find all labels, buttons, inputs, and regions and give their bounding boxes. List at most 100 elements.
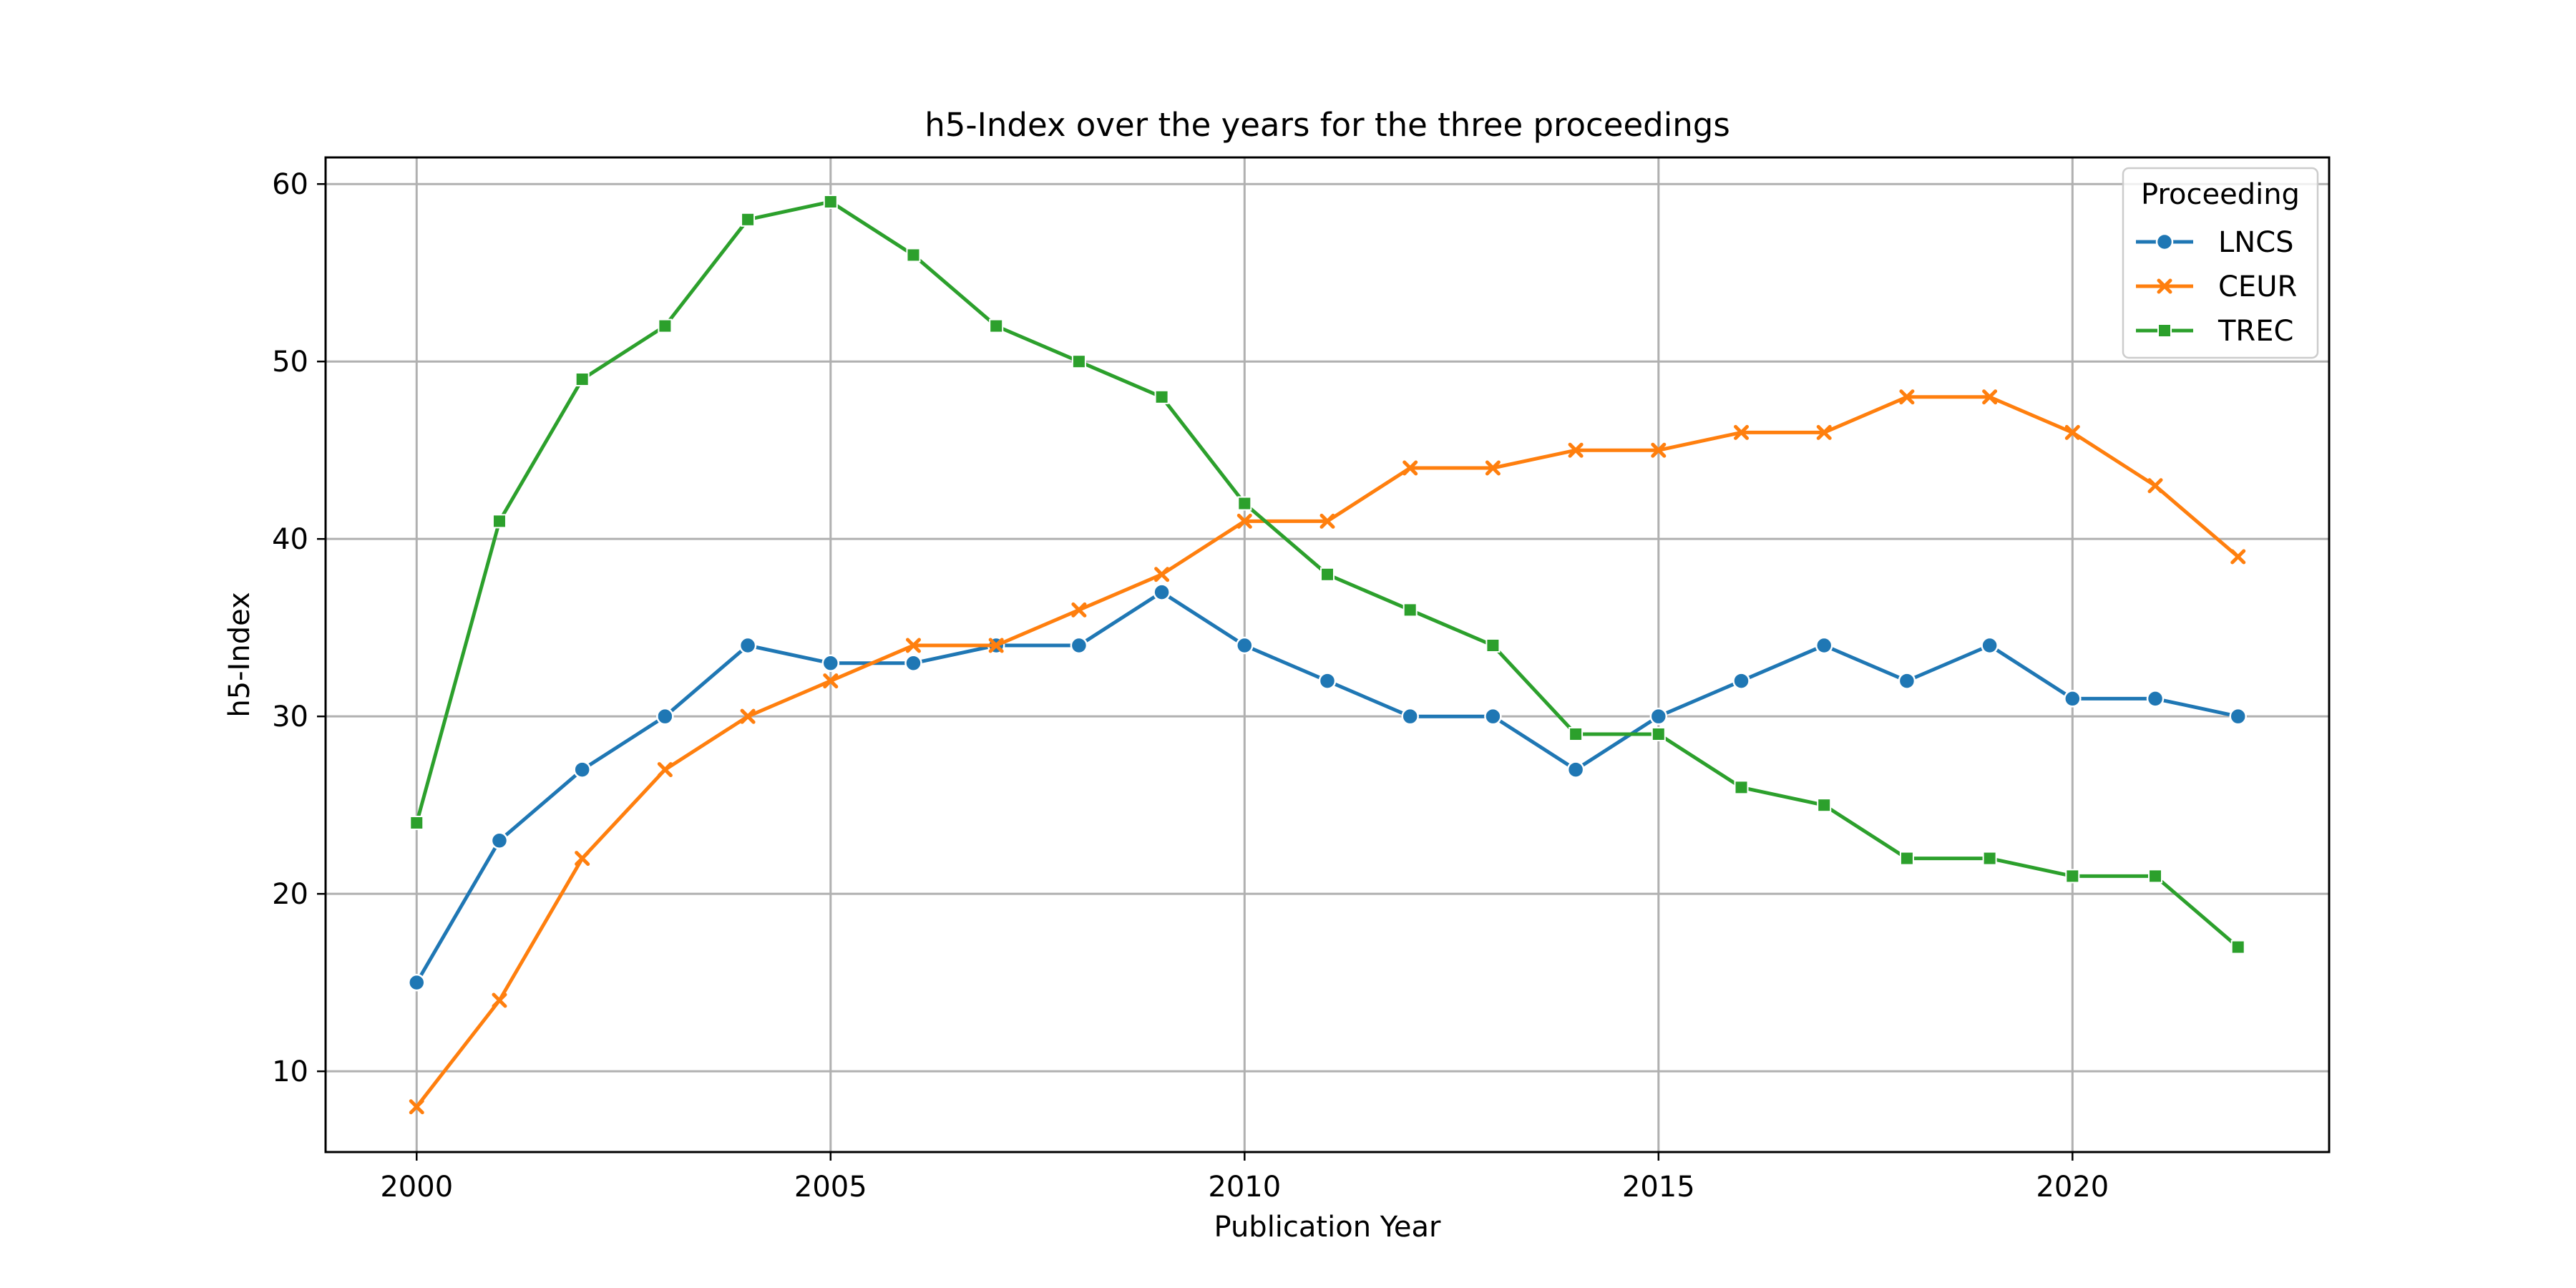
- data-point-ceur-2022: [2230, 549, 2246, 565]
- data-point-trec-2003: [658, 318, 673, 333]
- data-point-trec-2012: [1402, 602, 1418, 618]
- data-point-trec-2002: [575, 371, 590, 386]
- data-point-trec-2006: [906, 248, 921, 263]
- data-point-trec-2016: [1734, 780, 1749, 795]
- y-axis-ticks: 10 20 30 40 50 60: [272, 168, 326, 1088]
- data-point-lncs-2016: [1732, 672, 1750, 690]
- legend: Proceeding LNCS CEUR TREC: [2122, 167, 2319, 359]
- x-axis-ticks: 2000 2005 2010 2015 2020: [380, 1152, 2109, 1204]
- data-point-lncs-2001: [490, 831, 509, 850]
- data-point-lncs-2021: [2146, 690, 2165, 708]
- data-point-lncs-2022: [2229, 707, 2247, 726]
- data-point-trec-2017: [1817, 798, 1832, 813]
- data-point-lncs-2018: [1898, 672, 1916, 690]
- data-point-lncs-2010: [1236, 636, 1254, 655]
- data-point-trec-2004: [741, 212, 756, 227]
- x-axis-label: Publication Year: [1214, 1211, 1441, 1244]
- data-point-lncs-2012: [1401, 707, 1419, 726]
- legend-marker-trec: [2157, 323, 2172, 338]
- data-point-trec-2020: [2065, 869, 2080, 884]
- x-tick-label-2005: 2005: [794, 1171, 867, 1204]
- data-point-ceur-2008: [1071, 602, 1087, 618]
- legend-items: LNCS CEUR TREC: [2136, 226, 2297, 348]
- legend-frame: [2122, 167, 2319, 359]
- data-point-lncs-2002: [573, 761, 591, 779]
- data-point-ceur-2013: [1485, 460, 1501, 476]
- data-point-trec-2009: [1154, 389, 1169, 404]
- data-point-ceur-2021: [2147, 478, 2163, 494]
- data-point-ceur-2017: [1816, 424, 1832, 440]
- data-point-lncs-2003: [656, 707, 674, 726]
- series-ceur: [409, 389, 2246, 1115]
- y-tick-label-50: 50: [272, 346, 308, 379]
- series-layer: [408, 194, 2247, 1115]
- x-tick-label-2015: 2015: [1622, 1171, 1695, 1204]
- data-point-trec-2005: [823, 194, 838, 209]
- data-point-ceur-2011: [1319, 513, 1335, 529]
- y-axis-label: h5-Index: [223, 592, 256, 717]
- data-point-lncs-2019: [1981, 636, 1999, 655]
- data-point-lncs-2017: [1815, 636, 1833, 655]
- legend-marker-lncs: [2155, 233, 2174, 251]
- data-point-lncs-2015: [1649, 707, 1668, 726]
- data-point-lncs-2020: [2064, 690, 2082, 708]
- y-tick-label-30: 30: [272, 701, 308, 733]
- data-point-ceur-2002: [575, 851, 590, 867]
- data-point-ceur-2003: [657, 762, 673, 778]
- data-point-trec-2019: [1982, 851, 1997, 866]
- data-point-lncs-2006: [904, 654, 922, 673]
- data-point-ceur-2020: [2064, 424, 2080, 440]
- data-point-ceur-2001: [492, 992, 507, 1008]
- data-point-trec-2008: [1071, 354, 1086, 369]
- legend-title: Proceeding: [2141, 178, 2300, 211]
- legend-label-ceur: CEUR: [2218, 270, 2297, 303]
- x-tick-label-2010: 2010: [1208, 1171, 1281, 1204]
- legend-item-lncs: LNCS: [2136, 226, 2294, 259]
- data-point-lncs-2008: [1070, 636, 1088, 655]
- data-point-ceur-2006: [905, 638, 921, 653]
- data-point-trec-2010: [1237, 496, 1252, 511]
- data-point-trec-2018: [1899, 851, 1914, 866]
- data-point-ceur-2005: [823, 673, 839, 689]
- data-point-lncs-2014: [1566, 761, 1585, 779]
- series-trec: [409, 194, 2245, 955]
- data-point-ceur-2012: [1402, 460, 1418, 476]
- data-point-ceur-2010: [1236, 513, 1252, 529]
- data-point-lncs-2011: [1318, 672, 1337, 690]
- data-point-trec-2000: [409, 815, 424, 830]
- data-point-lncs-2013: [1484, 707, 1502, 726]
- data-point-trec-2007: [989, 318, 1004, 333]
- data-point-trec-2011: [1320, 567, 1335, 582]
- series-lncs: [408, 583, 2247, 992]
- data-point-trec-2014: [1568, 726, 1584, 741]
- data-point-trec-2021: [2148, 869, 2163, 884]
- data-point-trec-2013: [1485, 638, 1501, 653]
- data-point-lncs-2000: [408, 973, 426, 992]
- chart-title: h5-Index over the years for the three pr…: [924, 106, 1730, 144]
- data-point-ceur-2009: [1154, 567, 1170, 582]
- y-tick-label-20: 20: [272, 878, 308, 911]
- data-point-lncs-2004: [738, 636, 757, 655]
- data-point-lncs-2005: [821, 654, 840, 673]
- data-point-ceur-2007: [988, 638, 1004, 653]
- data-point-lncs-2009: [1153, 583, 1171, 601]
- data-point-trec-2001: [492, 514, 507, 529]
- x-tick-label-2000: 2000: [380, 1171, 453, 1204]
- data-point-ceur-2019: [1982, 389, 1998, 405]
- data-point-ceur-2016: [1734, 424, 1750, 440]
- data-point-ceur-2004: [740, 708, 756, 724]
- x-tick-label-2020: 2020: [2036, 1171, 2109, 1204]
- data-point-ceur-2000: [409, 1099, 424, 1115]
- data-point-ceur-2014: [1568, 442, 1584, 458]
- legend-label-lncs: LNCS: [2218, 226, 2294, 259]
- y-tick-label-10: 10: [272, 1055, 308, 1088]
- legend-item-ceur: CEUR: [2136, 270, 2297, 303]
- data-point-trec-2015: [1651, 726, 1666, 741]
- legend-label-trec: TREC: [2218, 315, 2293, 348]
- data-point-trec-2022: [2230, 940, 2245, 955]
- y-tick-label-60: 60: [272, 168, 308, 201]
- legend-marker-ceur: [2157, 278, 2172, 294]
- data-point-ceur-2018: [1899, 389, 1915, 405]
- legend-item-trec: TREC: [2136, 315, 2293, 348]
